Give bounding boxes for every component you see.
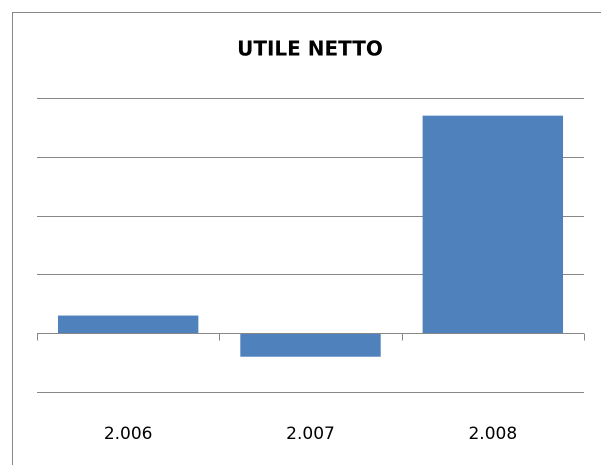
bar [422,115,564,334]
chart-title: UTILE NETTO [237,37,383,61]
x-tick-label: 2.008 [468,424,517,444]
x-tick-label: 2.006 [104,424,153,444]
bar [240,333,381,357]
x-tick-label: 2.007 [286,424,335,444]
bar [57,315,199,334]
